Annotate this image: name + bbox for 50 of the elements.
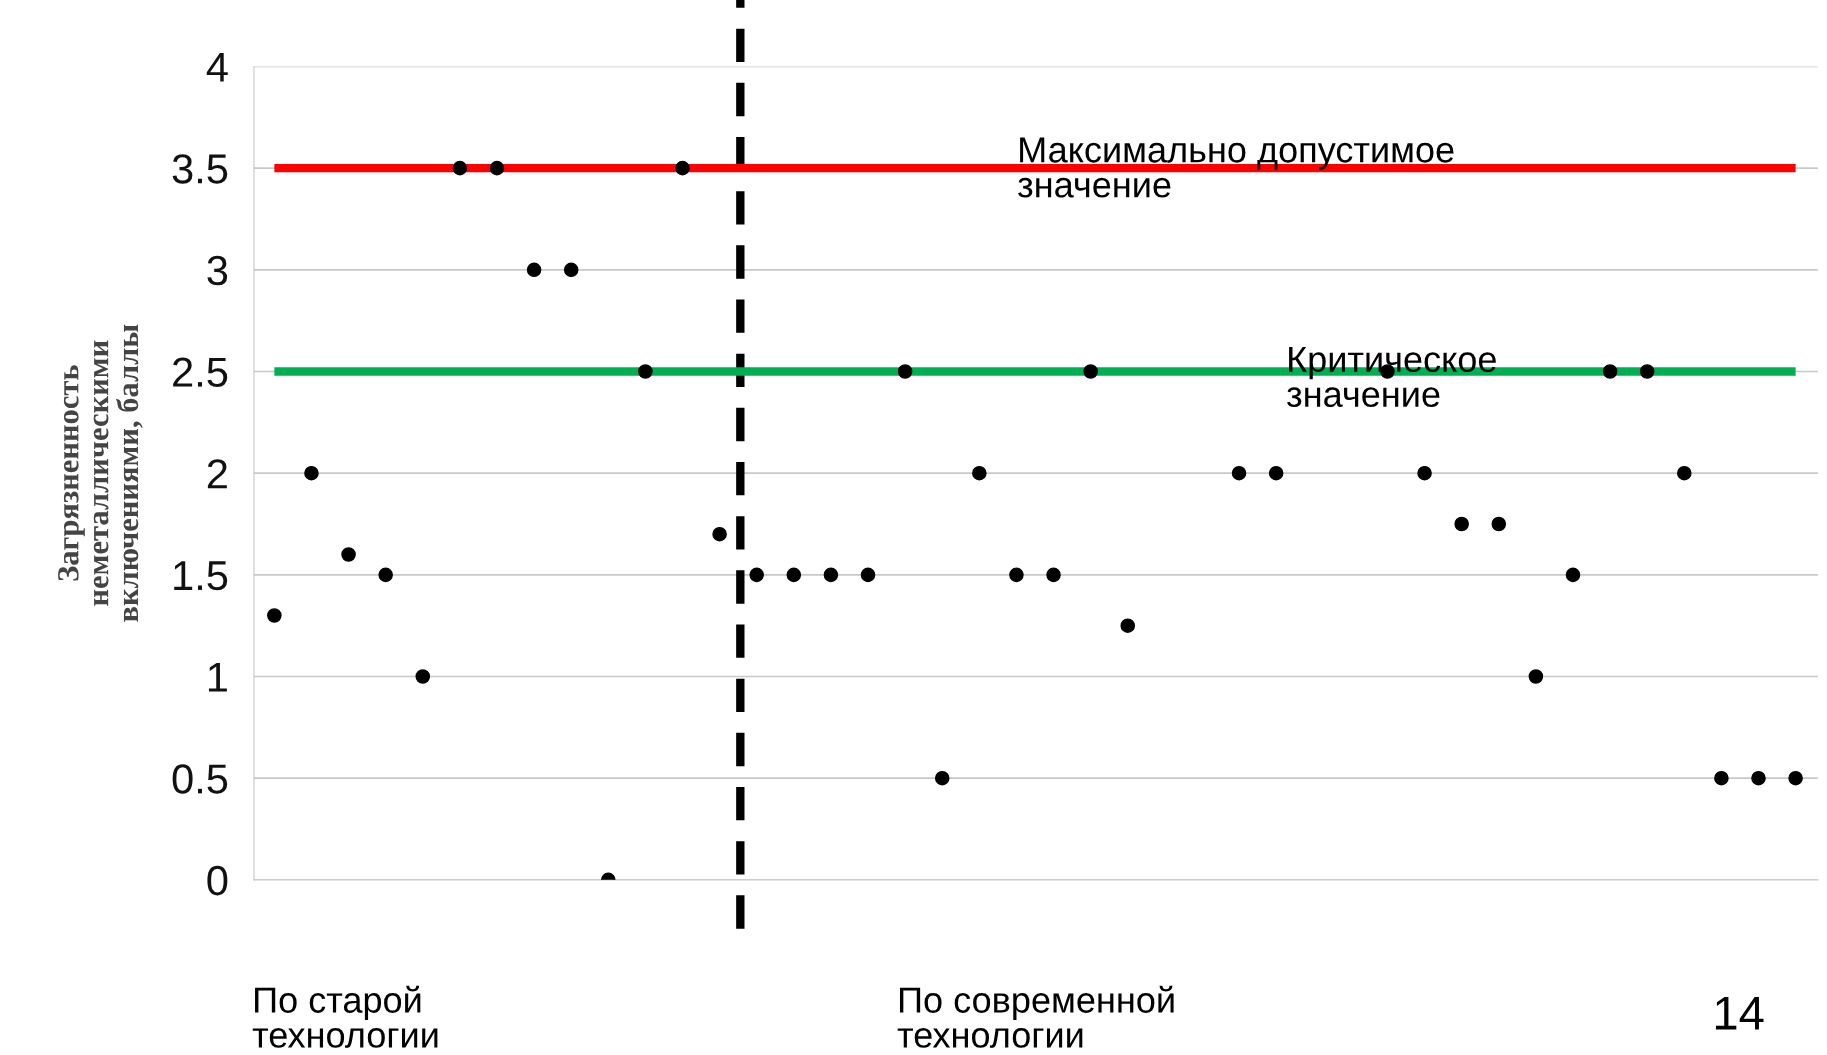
text: По современной технологии	[897, 985, 1174, 1048]
y-tick-label: 0	[207, 865, 228, 896]
point	[1602, 364, 1618, 379]
point	[415, 669, 431, 684]
point	[749, 567, 764, 583]
point	[897, 364, 913, 379]
y-tick-label: 4	[206, 52, 228, 82]
point	[267, 608, 282, 623]
text: По старой технологии	[252, 985, 438, 1048]
y-tick-label: 1	[208, 662, 227, 692]
point	[823, 567, 839, 583]
point	[860, 567, 876, 583]
point	[1528, 669, 1544, 684]
point	[489, 160, 505, 176]
point	[341, 547, 356, 562]
ref-line-label: Максимально допустимое значение	[1018, 137, 1454, 198]
point	[1751, 770, 1766, 786]
y-tick-label: 3	[207, 255, 228, 286]
y-tick-label: 2	[207, 459, 227, 489]
point	[1009, 567, 1024, 583]
y-tick-label: 1.5	[174, 561, 228, 591]
point	[452, 160, 468, 176]
y-tick-label: 3.5	[172, 154, 228, 184]
point	[934, 770, 950, 786]
point	[1231, 465, 1247, 481]
point	[1268, 465, 1284, 481]
point	[1083, 364, 1098, 379]
point	[1417, 465, 1432, 481]
y-tick-label: 0.5	[172, 764, 228, 794]
point	[786, 567, 802, 583]
point	[712, 526, 727, 542]
point	[1565, 567, 1581, 583]
point	[1454, 516, 1469, 532]
point	[675, 160, 690, 176]
point	[1788, 770, 1803, 786]
point	[1639, 364, 1655, 379]
point	[1714, 770, 1729, 786]
point	[1677, 465, 1692, 481]
text: 14	[1715, 996, 1764, 1030]
point	[1120, 618, 1136, 633]
y-axis-title: Загрязненность неметаллическими включениями, баллы	[58, 324, 143, 622]
point	[638, 364, 653, 379]
point	[563, 262, 579, 278]
point	[304, 465, 319, 481]
point	[526, 262, 542, 278]
y-tick-label: 2.5	[173, 357, 228, 387]
point	[1046, 567, 1061, 583]
point	[1491, 516, 1507, 532]
point	[972, 465, 987, 481]
point	[378, 567, 393, 583]
